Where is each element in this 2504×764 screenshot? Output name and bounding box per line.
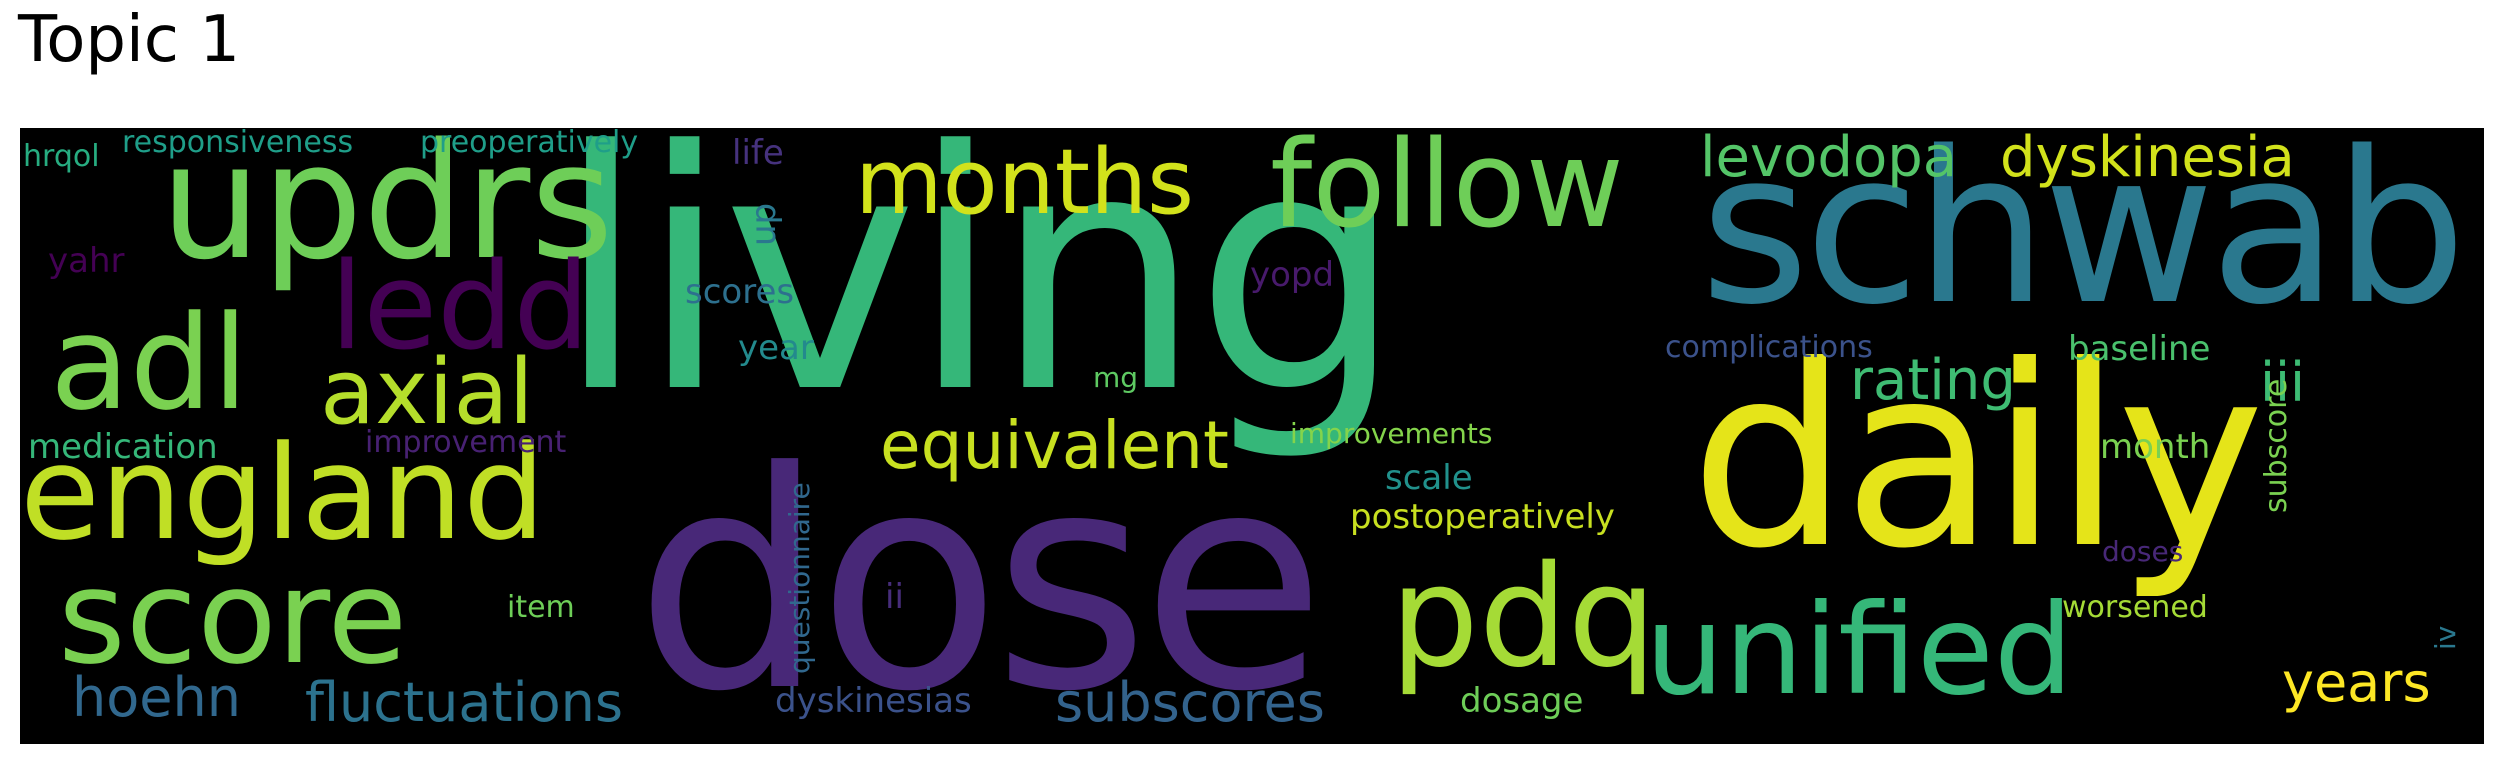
word-life: life (732, 133, 784, 173)
word-medication: medication (28, 427, 218, 467)
word-complications: complications (1665, 330, 1873, 365)
word-baseline: baseline (2068, 329, 2211, 369)
plot-title: Topic 1 (18, 3, 241, 77)
word-fluctuations: fluctuations (305, 671, 623, 734)
word-daily: daily (1690, 312, 2265, 603)
word-preoperatively: preoperatively (420, 128, 639, 160)
word-dyskinesias: dyskinesias (775, 681, 972, 721)
word-scores: scores (685, 272, 795, 312)
word-ii: ii (885, 577, 904, 617)
word-dosage: dosage (1460, 681, 1584, 721)
word-updrs: updrs (160, 128, 614, 295)
word-month: month (2100, 427, 2211, 467)
word-england: england (20, 417, 546, 569)
word-improvement: improvement (365, 425, 567, 460)
word-rating: rating (1850, 348, 2016, 413)
word-cloud: living dose daily schwab updrs england s… (20, 128, 2484, 744)
word-item: item (507, 590, 575, 625)
word-doses: doses (2102, 535, 2184, 568)
word-hoehn: hoehn (72, 666, 241, 729)
word-worsened: worsened (2062, 590, 2208, 625)
word-improvements: improvements (1290, 417, 1493, 450)
word-unified: unified (1645, 578, 2074, 723)
word-score: score (58, 541, 408, 693)
word-ledd: ledd (330, 238, 590, 377)
word-mg: mg (1093, 361, 1139, 394)
word-adl: adl (50, 287, 249, 439)
word-iii: iii (2260, 351, 2306, 414)
word-responsiveness: responsiveness (122, 128, 354, 160)
word-months: months (855, 130, 1194, 235)
word-postoperatively: postoperatively (1350, 497, 1615, 537)
word-questionnaire: questionnaire (783, 482, 816, 674)
word-pdq: pdq (1390, 536, 1657, 699)
word-dose: dose (635, 408, 1326, 744)
word-axial: axial (320, 340, 534, 445)
word-subscore: subscore (2259, 378, 2294, 513)
word-dyskinesia: dyskinesia (2000, 128, 2295, 190)
word-follow: follow (1270, 128, 1624, 255)
word-year: year (738, 328, 814, 368)
word-levodopa: levodopa (1700, 128, 1958, 190)
word-subscores: subscores (1055, 671, 1325, 734)
word-up: up (744, 202, 784, 246)
word-scale: scale (1385, 458, 1473, 498)
word-hrqol: hrqol (23, 139, 100, 174)
word-schwab: schwab (1700, 128, 2467, 351)
word-yopd: yopd (1250, 255, 1335, 295)
word-equivalent: equivalent (880, 407, 1229, 484)
word-years: years (2282, 651, 2431, 714)
word-yahr: yahr (48, 241, 125, 281)
word-iv: iv (2429, 625, 2462, 650)
word-living: living (555, 128, 1404, 465)
